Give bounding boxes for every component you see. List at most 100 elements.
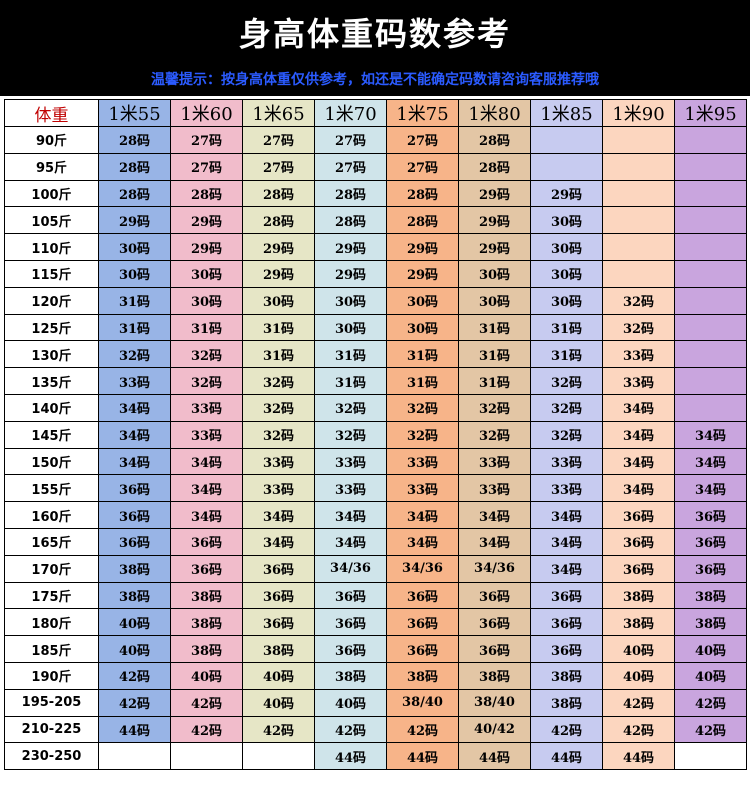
size-cell: 32码 (386, 393, 459, 422)
weight-cell: 210-225 (4, 715, 99, 744)
table-row: 230-250 44码 44码 44码 44码 44码 (4, 742, 747, 771)
table-row: 100斤 28码 28码 28码 28码 28码 29码 29码 (4, 179, 747, 208)
size-cell: 36码 (458, 581, 531, 610)
size-cell: 29码 (458, 233, 531, 261)
weight-cell: 140斤 (4, 393, 99, 422)
size-cell: 36码 (458, 608, 531, 637)
size-cell: 44码 (530, 742, 603, 771)
size-cell: 40码 (170, 661, 243, 690)
size-cell: 31码 (386, 367, 459, 395)
table-row: 160斤 36码 34码 34码 34码 34码 34码 34码 36码 36码 (4, 501, 747, 529)
size-cell: 33码 (314, 447, 387, 476)
weight-cell: 120斤 (4, 286, 99, 315)
table-row: 185斤 40码 38码 38码 36码 36码 36码 36码 40码 40码 (4, 635, 747, 663)
size-cell: 34码 (674, 420, 747, 449)
size-cell: 32码 (530, 420, 603, 449)
size-cell (530, 152, 603, 181)
table-row: 155斤 36码 34码 33码 33码 33码 33码 33码 34码 34码 (4, 474, 747, 503)
table-row: 120斤 31码 30码 30码 30码 30码 30码 30码 32码 (4, 286, 747, 315)
size-cell: 32码 (530, 393, 603, 422)
size-cell: 38码 (530, 688, 603, 717)
height-column-header: 1米75 (386, 99, 459, 127)
size-cell (242, 742, 315, 771)
size-cell: 36码 (386, 608, 459, 637)
size-cell (602, 233, 675, 261)
size-cell: 29码 (170, 206, 243, 235)
size-cell: 42码 (98, 661, 171, 690)
size-cell: 28码 (386, 179, 459, 208)
weight-cell: 125斤 (4, 313, 99, 342)
size-cell: 34码 (98, 447, 171, 476)
size-cell: 30码 (530, 286, 603, 315)
size-cell: 34码 (242, 527, 315, 556)
size-cell: 30码 (458, 286, 531, 315)
height-column-header: 1米80 (458, 99, 531, 127)
size-cell: 38码 (314, 661, 387, 690)
table-row: 135斤 33码 32码 32码 31码 31码 31码 32码 33码 (4, 367, 747, 395)
size-cell: 33码 (602, 340, 675, 369)
weight-cell: 190斤 (4, 661, 99, 690)
size-cell: 34/36 (458, 554, 531, 583)
size-cell: 36码 (314, 581, 387, 610)
size-cell: 30码 (314, 286, 387, 315)
size-cell: 27码 (170, 152, 243, 181)
size-cell: 28码 (386, 206, 459, 235)
size-cell: 27码 (386, 126, 459, 154)
size-cell: 34码 (530, 527, 603, 556)
weight-cell: 175斤 (4, 581, 99, 610)
size-cell: 34码 (170, 474, 243, 503)
size-cell (674, 313, 747, 342)
size-cell (674, 152, 747, 181)
height-column-header: 1米65 (242, 99, 315, 127)
size-cell (602, 152, 675, 181)
height-column-header: 1米55 (98, 99, 171, 127)
size-cell: 36码 (386, 635, 459, 663)
size-cell: 40码 (242, 661, 315, 690)
size-cell: 33码 (170, 420, 243, 449)
size-cell: 34码 (170, 501, 243, 529)
weight-cell: 180斤 (4, 608, 99, 637)
size-cell: 31码 (530, 313, 603, 342)
size-cell: 28码 (242, 179, 315, 208)
size-cell: 40码 (98, 608, 171, 637)
size-cell: 32码 (314, 393, 387, 422)
size-cell: 30码 (314, 313, 387, 342)
size-cell: 32码 (170, 340, 243, 369)
size-cell: 38码 (170, 635, 243, 663)
table-row: 125斤 31码 31码 31码 30码 30码 31码 31码 32码 (4, 313, 747, 342)
size-cell: 29码 (386, 259, 459, 288)
size-cell (674, 393, 747, 422)
size-cell: 42码 (314, 715, 387, 744)
size-cell: 42码 (674, 715, 747, 744)
size-cell: 28码 (170, 179, 243, 208)
weight-cell: 110斤 (4, 233, 99, 261)
size-cell: 34码 (674, 474, 747, 503)
size-cell: 38码 (386, 661, 459, 690)
size-cell: 30码 (170, 259, 243, 288)
size-cell: 42码 (602, 715, 675, 744)
size-cell: 34码 (458, 501, 531, 529)
size-cell: 34码 (602, 420, 675, 449)
size-cell: 31码 (314, 367, 387, 395)
size-cell: 36码 (602, 527, 675, 556)
size-cell: 34码 (386, 501, 459, 529)
size-table: 体重 1米55 1米60 1米65 1米70 1米75 1米80 1米85 1米90 1米95 … (4, 99, 747, 771)
size-cell: 36码 (314, 608, 387, 637)
size-cell (674, 742, 747, 771)
size-cell (602, 206, 675, 235)
size-cell: 30码 (98, 259, 171, 288)
size-cell: 34码 (530, 554, 603, 583)
size-cell: 36码 (386, 581, 459, 610)
size-cell: 38码 (674, 608, 747, 637)
size-cell: 33码 (314, 474, 387, 503)
size-cell: 42码 (674, 688, 747, 717)
size-cell: 30码 (458, 259, 531, 288)
size-cell: 38码 (98, 554, 171, 583)
size-cell: 40码 (314, 688, 387, 717)
size-cell: 36码 (170, 527, 243, 556)
table-row: 130斤 32码 32码 31码 31码 31码 31码 31码 33码 (4, 340, 747, 369)
size-cell: 32码 (242, 393, 315, 422)
size-cell: 36码 (314, 635, 387, 663)
tip-text: 温馨提示：按身高体重仅供参考，如还是不能确定码数请咨询客服推荐哦 (151, 72, 599, 88)
size-cell: 29码 (314, 259, 387, 288)
